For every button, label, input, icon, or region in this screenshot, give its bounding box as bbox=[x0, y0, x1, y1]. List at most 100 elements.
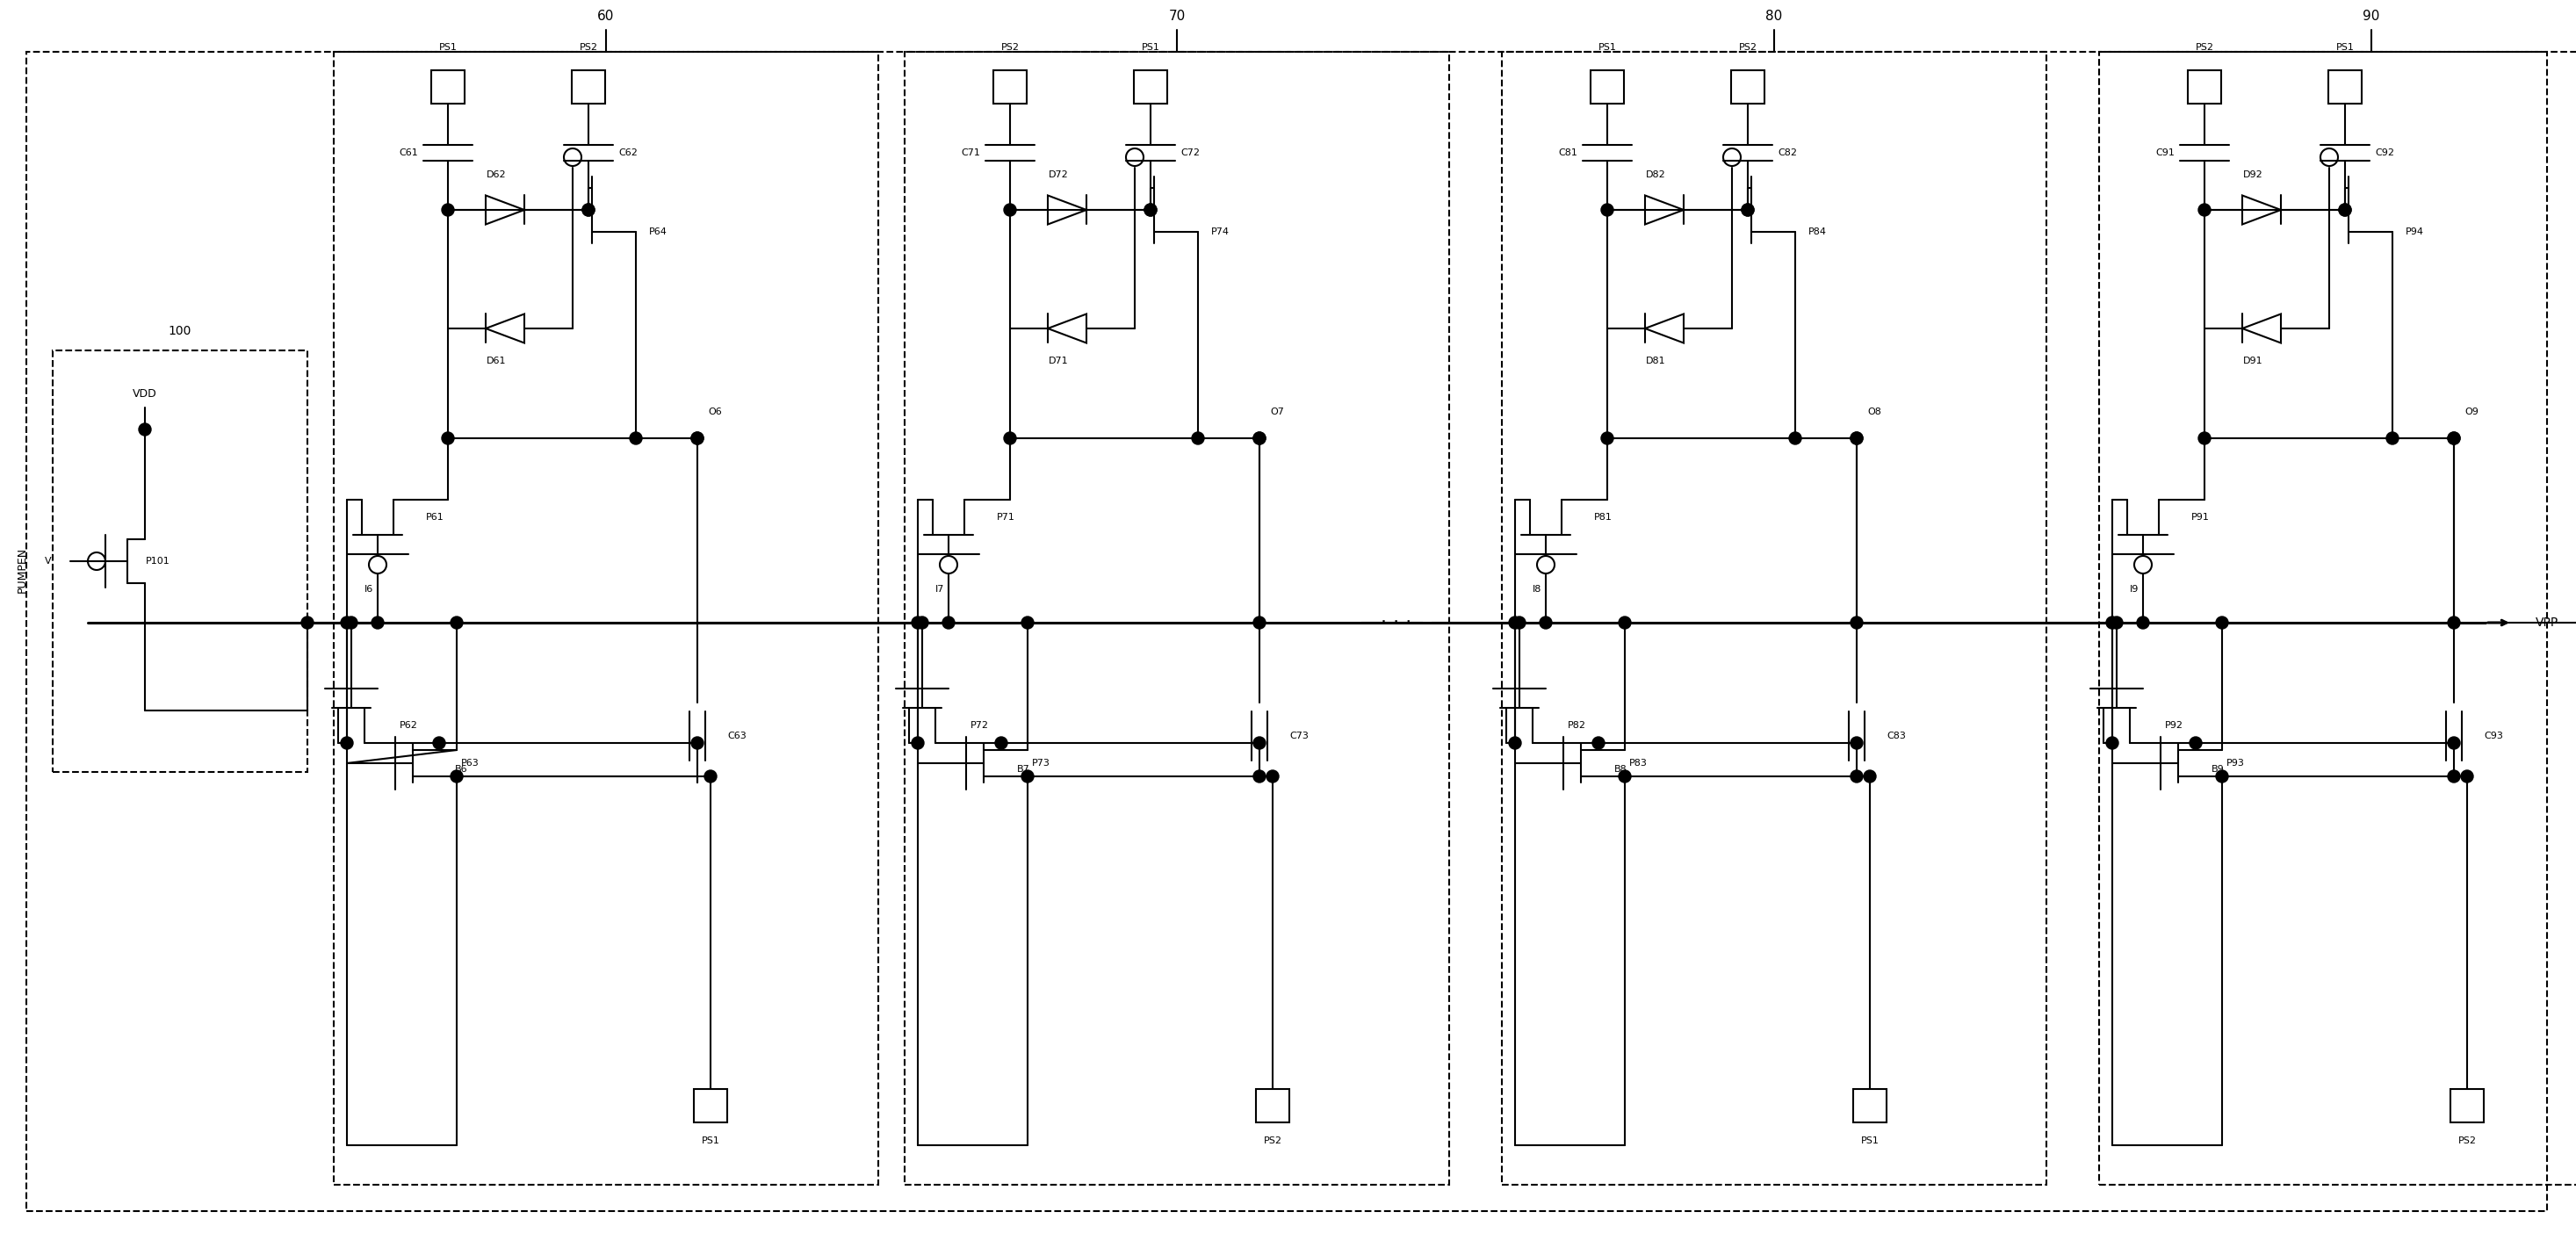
Text: P71: P71 bbox=[997, 513, 1015, 522]
Text: I8: I8 bbox=[1533, 585, 1540, 594]
Text: B6: B6 bbox=[456, 766, 466, 774]
Bar bbox=[2329, 70, 2362, 104]
Circle shape bbox=[2447, 432, 2460, 444]
Text: P93: P93 bbox=[2226, 759, 2244, 768]
Text: P84: P84 bbox=[1808, 227, 1826, 236]
Text: B8: B8 bbox=[1615, 766, 1628, 774]
Circle shape bbox=[1850, 771, 1862, 783]
Text: PS2: PS2 bbox=[2458, 1137, 2476, 1146]
Bar bbox=[430, 70, 464, 104]
Circle shape bbox=[440, 203, 453, 216]
Circle shape bbox=[629, 432, 641, 444]
Circle shape bbox=[912, 737, 925, 749]
Bar bbox=[904, 51, 1450, 1185]
Text: P61: P61 bbox=[425, 513, 443, 522]
Bar bbox=[1731, 70, 1765, 104]
Circle shape bbox=[1023, 616, 1033, 629]
Bar bbox=[2450, 1089, 2483, 1122]
Circle shape bbox=[1255, 432, 1265, 444]
Text: P74: P74 bbox=[1211, 227, 1229, 236]
Text: 60: 60 bbox=[598, 10, 616, 24]
Text: D71: D71 bbox=[1048, 356, 1069, 365]
Circle shape bbox=[1862, 771, 1875, 783]
Text: P82: P82 bbox=[1566, 722, 1587, 730]
Text: C72: C72 bbox=[1180, 148, 1200, 157]
Circle shape bbox=[340, 616, 353, 629]
Circle shape bbox=[1850, 737, 1862, 749]
Text: VDD: VDD bbox=[134, 389, 157, 400]
Circle shape bbox=[301, 616, 314, 629]
Circle shape bbox=[1023, 771, 1033, 783]
Circle shape bbox=[1255, 771, 1265, 783]
Circle shape bbox=[2107, 616, 2117, 629]
Circle shape bbox=[582, 203, 595, 216]
Circle shape bbox=[1602, 203, 1613, 216]
Circle shape bbox=[2197, 432, 2210, 444]
Text: C63: C63 bbox=[726, 732, 747, 740]
Text: C83: C83 bbox=[1886, 732, 1906, 740]
Circle shape bbox=[1510, 737, 1522, 749]
Circle shape bbox=[1144, 203, 1157, 216]
Text: P91: P91 bbox=[2192, 513, 2210, 522]
Text: P83: P83 bbox=[1628, 759, 1646, 768]
Circle shape bbox=[2447, 737, 2460, 749]
Circle shape bbox=[943, 616, 956, 629]
Bar bbox=[1589, 70, 1623, 104]
Circle shape bbox=[1144, 203, 1157, 216]
Text: I9: I9 bbox=[2130, 585, 2138, 594]
Text: D91: D91 bbox=[2244, 356, 2262, 365]
Text: P63: P63 bbox=[461, 759, 479, 768]
Text: P101: P101 bbox=[147, 557, 170, 566]
Text: PS2: PS2 bbox=[1262, 1137, 1283, 1146]
Bar bbox=[693, 1089, 726, 1122]
Circle shape bbox=[1592, 737, 1605, 749]
Circle shape bbox=[371, 616, 384, 629]
Circle shape bbox=[917, 616, 927, 629]
Bar bbox=[52, 350, 307, 772]
Text: D72: D72 bbox=[1048, 171, 1069, 179]
Bar bbox=[2099, 51, 2576, 1185]
Text: 70: 70 bbox=[1170, 10, 1185, 24]
Text: P81: P81 bbox=[1595, 513, 1613, 522]
Circle shape bbox=[994, 737, 1007, 749]
Circle shape bbox=[1741, 203, 1754, 216]
Text: · · ·: · · · bbox=[1381, 614, 1412, 631]
Circle shape bbox=[340, 737, 353, 749]
Circle shape bbox=[690, 737, 703, 749]
Text: D61: D61 bbox=[487, 356, 505, 365]
Bar bbox=[1133, 70, 1167, 104]
Text: D92: D92 bbox=[2244, 171, 2262, 179]
Circle shape bbox=[1850, 432, 1862, 444]
Circle shape bbox=[345, 616, 358, 629]
Circle shape bbox=[2339, 203, 2352, 216]
Circle shape bbox=[690, 432, 703, 444]
Circle shape bbox=[1790, 432, 1801, 444]
Circle shape bbox=[1267, 771, 1278, 783]
Text: PS1: PS1 bbox=[438, 43, 456, 51]
Text: V: V bbox=[44, 557, 52, 566]
Text: O8: O8 bbox=[1868, 408, 1880, 417]
Circle shape bbox=[690, 432, 703, 444]
Text: C73: C73 bbox=[1291, 732, 1309, 740]
Text: C93: C93 bbox=[2483, 732, 2504, 740]
Text: C62: C62 bbox=[618, 148, 639, 157]
Text: P94: P94 bbox=[2406, 227, 2424, 236]
Text: P73: P73 bbox=[1030, 759, 1051, 768]
Bar bbox=[1852, 1089, 1886, 1122]
Text: C91: C91 bbox=[2156, 148, 2174, 157]
Text: I6: I6 bbox=[363, 585, 374, 594]
Circle shape bbox=[1618, 616, 1631, 629]
Text: C61: C61 bbox=[399, 148, 417, 157]
Text: B7: B7 bbox=[1018, 766, 1030, 774]
Circle shape bbox=[1602, 432, 1613, 444]
Text: P72: P72 bbox=[971, 722, 989, 730]
Circle shape bbox=[1741, 203, 1754, 216]
Text: B9: B9 bbox=[2210, 766, 2223, 774]
Circle shape bbox=[1255, 737, 1265, 749]
Text: PS2: PS2 bbox=[2195, 43, 2213, 51]
Text: C92: C92 bbox=[2375, 148, 2393, 157]
Text: D82: D82 bbox=[1646, 171, 1667, 179]
Text: I7: I7 bbox=[935, 585, 945, 594]
Circle shape bbox=[440, 432, 453, 444]
Circle shape bbox=[1193, 432, 1203, 444]
